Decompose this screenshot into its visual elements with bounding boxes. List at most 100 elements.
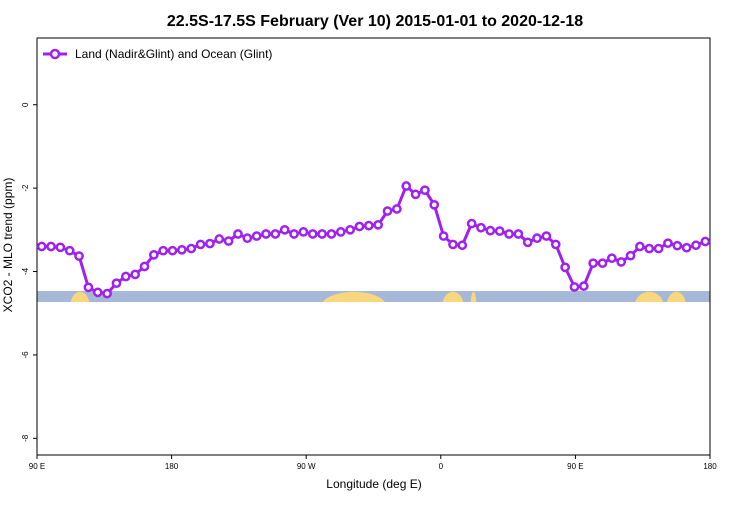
data-point (186, 243, 197, 254)
data-point (270, 229, 281, 239)
y-tick-label: -8 (21, 434, 30, 442)
data-point (429, 199, 440, 210)
data-point (251, 231, 262, 241)
data-point (83, 282, 94, 293)
data-point (92, 287, 103, 298)
x-tick-label: 90 E (29, 462, 45, 471)
data-point (223, 236, 234, 246)
data-point (607, 253, 617, 264)
data-point (494, 226, 505, 236)
data-point (700, 236, 711, 247)
data-point (74, 251, 84, 261)
data-point (392, 204, 402, 214)
x-tick-label: 0 (439, 462, 444, 471)
data-point (242, 233, 253, 244)
data-point (410, 189, 421, 200)
data-point (541, 231, 552, 241)
data-point (205, 238, 215, 249)
data-point (158, 245, 169, 256)
land-patch (470, 291, 477, 303)
data-point (578, 281, 589, 291)
data-point (345, 224, 355, 235)
data-point (532, 233, 542, 244)
y-tick-label: -6 (21, 351, 30, 359)
data-point (167, 245, 178, 256)
data-point (195, 239, 206, 250)
data-point (550, 239, 561, 250)
data-point (326, 229, 337, 239)
data-point (354, 221, 365, 232)
data-point (448, 239, 458, 250)
data-point (279, 224, 290, 235)
data-point (120, 271, 131, 282)
data-point (55, 242, 66, 253)
data-point (438, 231, 449, 241)
land-patch (70, 291, 90, 303)
data-point (102, 288, 112, 299)
data-point (382, 206, 393, 216)
data-point (457, 240, 468, 251)
data-point (569, 282, 580, 292)
data-point (401, 181, 412, 191)
surface-band (37, 291, 710, 303)
x-tick-label: 90 E (567, 462, 583, 471)
data-point (504, 229, 514, 239)
x-tick-label: 90 W (297, 462, 316, 471)
series-line (41, 184, 706, 296)
x-axis-label: Longitude (deg E) (326, 477, 421, 491)
y-tick-label: -2 (21, 184, 30, 192)
data-point (363, 220, 374, 231)
legend: Land (Nadir&Glint) and Ocean (Glint) (43, 47, 272, 61)
data-point (476, 222, 486, 233)
data-point (233, 229, 243, 239)
y-tick-label: 0 (21, 102, 30, 107)
land-patch (323, 291, 385, 303)
data-point (485, 225, 496, 236)
data-point (597, 258, 608, 269)
chart-title: 22.5S-17.5S February (Ver 10) 2015-01-01… (167, 13, 583, 30)
data-point (307, 229, 318, 239)
y-axis-label: XCO2 - MLO trend (ppm) (1, 178, 15, 313)
data-point (261, 229, 271, 239)
legend-entry: Land (Nadir&Glint) and Ocean (Glint) (75, 47, 272, 61)
data-point (560, 262, 570, 273)
land-patch (442, 291, 464, 303)
data-point (214, 234, 225, 244)
x-tick-label: 180 (703, 462, 717, 471)
y-axis: 0 -2 -4 -6 -8 (21, 102, 37, 442)
data-point (663, 238, 673, 249)
plot-frame (36, 37, 711, 456)
data-point (513, 229, 524, 239)
x-axis: 90 E 180 90 W 0 90 E 180 (29, 455, 717, 471)
data-point (653, 243, 664, 254)
data-point (588, 258, 599, 269)
data-point (681, 242, 692, 253)
data-point (139, 261, 150, 272)
data-point (672, 240, 683, 251)
data-point (130, 269, 140, 280)
data-point (420, 185, 430, 196)
data-point (317, 229, 327, 239)
data-point (177, 244, 187, 255)
data-point (644, 243, 655, 254)
data-point (298, 227, 309, 237)
land-patch (635, 291, 664, 303)
data-point (691, 240, 701, 251)
x-tick-label: 180 (165, 462, 179, 471)
data-point (466, 218, 477, 229)
land-patch (667, 291, 686, 303)
data-point (36, 241, 47, 252)
data-point (625, 250, 636, 261)
series-layer (36, 181, 711, 299)
data-point (373, 219, 384, 230)
y-tick-label: -4 (21, 267, 30, 275)
data-point (148, 249, 159, 260)
legend-marker (49, 48, 61, 60)
data-point (616, 257, 627, 267)
data-point (289, 229, 299, 239)
data-point (111, 278, 122, 289)
data-point (46, 241, 56, 252)
data-point (635, 241, 645, 252)
